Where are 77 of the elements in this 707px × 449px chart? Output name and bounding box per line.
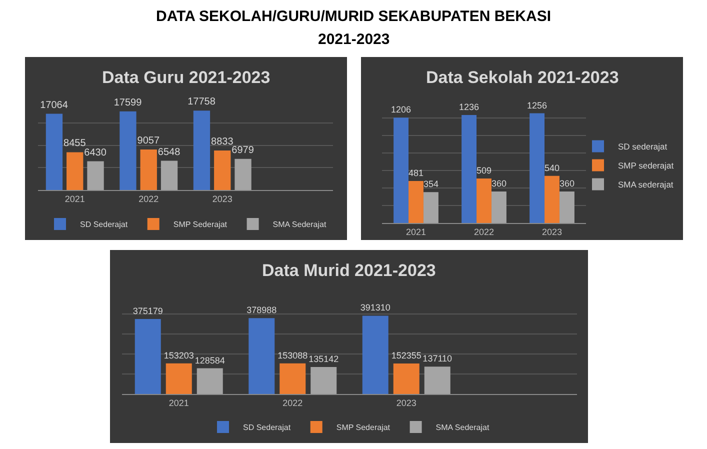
bar xyxy=(160,160,178,190)
data-label: 6548 xyxy=(158,146,181,158)
data-label: 360 xyxy=(491,178,506,189)
data-label: 17758 xyxy=(188,96,216,108)
data-label: 1236 xyxy=(459,102,480,112)
data-label: 8455 xyxy=(64,138,86,150)
bar xyxy=(193,110,210,190)
bar xyxy=(87,161,104,190)
legend-label: SMA Sederajat xyxy=(272,220,327,230)
data-label: 1206 xyxy=(391,104,412,115)
data-label: 6430 xyxy=(84,147,107,158)
data-label: 1256 xyxy=(527,100,548,110)
chart-title: Data Murid 2021-2023 xyxy=(262,261,436,280)
x-tick-label: 2021 xyxy=(64,194,85,204)
data-label: 128584 xyxy=(194,355,225,366)
bar xyxy=(559,192,574,223)
bar xyxy=(280,363,306,394)
legend-label: SMA Sederajat xyxy=(436,423,490,432)
bar xyxy=(491,192,506,223)
bar xyxy=(424,366,450,394)
data-label: 17064 xyxy=(40,100,68,111)
data-label: 137110 xyxy=(422,354,452,364)
data-label: 135142 xyxy=(308,354,339,364)
bar xyxy=(214,150,231,190)
text: 2021-2023 xyxy=(318,31,390,48)
legend-label: SD sederajat xyxy=(618,142,668,152)
bar xyxy=(234,158,252,190)
bar xyxy=(476,178,492,223)
x-tick-label: 2021 xyxy=(406,226,426,237)
data-label: 360 xyxy=(559,178,574,189)
data-label: 354 xyxy=(423,179,438,190)
data-label: 17599 xyxy=(114,97,142,108)
bar xyxy=(248,318,275,394)
x-tick-label: 2022 xyxy=(138,194,159,204)
x-tick-label: 2023 xyxy=(212,194,232,204)
bar xyxy=(134,318,161,394)
bar xyxy=(362,316,388,394)
data-label: 540 xyxy=(544,162,560,173)
bar xyxy=(140,150,157,190)
x-tick-label: 2023 xyxy=(396,398,416,408)
x-tick-label: 2022 xyxy=(282,398,303,408)
x-tick-label: 2023 xyxy=(542,226,562,237)
bar xyxy=(393,364,420,394)
data-label: 152355 xyxy=(391,350,422,361)
bar xyxy=(544,176,560,223)
data-label: 9057 xyxy=(137,136,160,147)
bar xyxy=(462,115,477,223)
chart-title: Data Sekolah 2021-2023 xyxy=(426,68,619,87)
data-label: 8833 xyxy=(211,136,234,148)
chart-title: Data Guru 2021-2023 xyxy=(102,68,270,87)
x-tick-label: 2022 xyxy=(474,226,494,237)
data-label: 509 xyxy=(476,166,492,176)
x-tick-label: 2021 xyxy=(168,398,189,408)
legend-label: SD Sederajat xyxy=(243,423,292,432)
bar xyxy=(120,111,136,190)
bar xyxy=(166,363,192,394)
bar xyxy=(408,180,424,223)
data-label: 153203 xyxy=(164,350,194,360)
bar xyxy=(423,192,438,223)
legend-label: SMP sederajat xyxy=(618,160,674,171)
legend-label: SMA sederajat xyxy=(618,180,674,190)
bar xyxy=(196,368,223,394)
data-label: 391310 xyxy=(360,302,390,313)
data-label: 375179 xyxy=(132,306,163,316)
data-label: 6979 xyxy=(232,144,254,156)
bar xyxy=(310,366,337,394)
legend-label: SMP Sederajat xyxy=(336,423,391,432)
bar xyxy=(530,113,545,223)
legend-label: SD Sederajat xyxy=(80,220,128,230)
legend-label: SMP Sederajat xyxy=(173,220,228,230)
bar xyxy=(394,118,409,223)
bar xyxy=(66,152,84,190)
text: DATA SEKOLAH/GURU/MURID SEKABUPATEN BEKASI xyxy=(156,8,552,25)
bar xyxy=(46,114,63,190)
data-label: 481 xyxy=(408,168,424,178)
data-label: 153088 xyxy=(278,350,308,360)
data-label: 378988 xyxy=(246,305,277,316)
